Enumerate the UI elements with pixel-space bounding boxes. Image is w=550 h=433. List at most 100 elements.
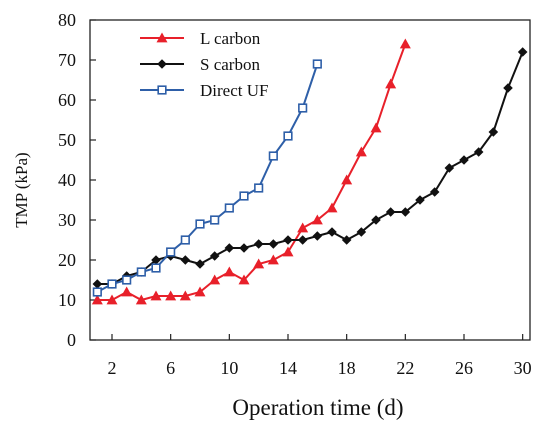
data-point-l-carbon: [399, 38, 411, 49]
data-point-l-carbon: [311, 214, 323, 225]
y-tick-label: 70: [58, 50, 76, 70]
y-tick-label: 20: [58, 250, 76, 270]
data-point-direct-uf: [136, 267, 146, 277]
data-point-s-carbon: [209, 251, 220, 261]
legend-item-s-carbon: S carbon: [140, 55, 260, 74]
data-point-l-carbon: [267, 254, 279, 265]
data-point-s-carbon: [341, 235, 352, 245]
data-point-l-carbon: [179, 290, 191, 301]
data-point-s-carbon: [488, 127, 499, 137]
data-point-l-carbon: [91, 294, 103, 305]
data-point-l-carbon: [135, 294, 147, 305]
data-point-s-carbon: [371, 215, 381, 225]
data-point-direct-uf: [210, 215, 220, 225]
legend-label-l-carbon: L carbon: [200, 29, 261, 48]
data-point-l-carbon: [223, 266, 235, 277]
data-point-l-carbon: [341, 174, 353, 185]
data-point-l-carbon: [150, 290, 162, 301]
data-point-s-carbon: [224, 243, 235, 253]
y-axis-ticks: 0 10 20 30 40 50 60 70 80: [58, 10, 96, 350]
data-point-s-carbon: [517, 47, 528, 57]
data-point-s-carbon: [151, 255, 161, 265]
x-axis-label: Operation time (d): [232, 395, 403, 420]
x-tick-label: 2: [108, 358, 117, 378]
data-point-direct-uf: [283, 131, 293, 141]
data-point-s-carbon: [327, 227, 337, 237]
y-tick-label: 0: [67, 330, 76, 350]
data-point-l-carbon: [297, 222, 309, 233]
data-point-s-carbon: [385, 207, 396, 217]
data-point-direct-uf: [254, 183, 264, 193]
series-s-carbon: [92, 47, 528, 289]
data-point-s-carbon: [312, 231, 323, 241]
data-point-l-carbon: [106, 294, 118, 305]
y-tick-label: 40: [58, 170, 76, 190]
y-tick-label: 60: [58, 90, 76, 110]
data-point-s-carbon: [92, 279, 103, 289]
data-point-s-carbon: [473, 147, 484, 157]
data-point-l-carbon: [326, 202, 338, 213]
data-point-s-carbon: [297, 235, 308, 245]
data-point-direct-uf: [92, 287, 102, 297]
data-point-l-carbon: [121, 286, 133, 297]
data-point-l-carbon: [165, 290, 177, 301]
data-point-direct-uf: [195, 219, 205, 229]
series-direct-uf: [92, 59, 322, 297]
y-tick-label: 10: [58, 290, 76, 310]
data-point-s-carbon: [253, 239, 264, 249]
data-point-l-carbon: [282, 246, 294, 257]
legend-label-direct-uf: Direct UF: [200, 81, 268, 100]
data-point-direct-uf: [151, 263, 161, 273]
data-point-s-carbon: [268, 239, 279, 249]
series-layer: [91, 38, 528, 305]
x-tick-label: 30: [514, 358, 532, 378]
series-line-l-carbon: [97, 43, 407, 302]
data-point-s-carbon: [239, 243, 249, 253]
legend-marker-direct-uf: [157, 85, 167, 95]
data-point-direct-uf: [180, 235, 190, 245]
data-point-direct-uf: [122, 275, 132, 285]
data-point-l-carbon: [209, 274, 221, 285]
data-point-l-carbon: [355, 146, 367, 157]
x-tick-label: 10: [220, 358, 238, 378]
y-tick-label: 30: [58, 210, 76, 230]
data-point-s-carbon: [503, 83, 513, 93]
x-tick-label: 6: [166, 358, 175, 378]
data-point-s-carbon: [180, 255, 191, 265]
data-point-s-carbon: [415, 195, 425, 205]
data-point-l-carbon: [253, 258, 265, 269]
data-point-s-carbon: [400, 207, 411, 217]
series-line-direct-uf: [96, 63, 319, 293]
data-point-l-carbon: [385, 78, 397, 89]
x-tick-label: 26: [455, 358, 473, 378]
data-point-l-carbon: [238, 274, 250, 285]
legend: L carbon S carbon Direct UF: [140, 29, 268, 100]
legend-item-direct-uf: Direct UF: [140, 81, 268, 100]
x-tick-label: 14: [279, 358, 297, 378]
series-l-carbon: [91, 38, 411, 305]
data-point-s-carbon: [459, 155, 469, 165]
data-point-direct-uf: [298, 103, 308, 113]
data-point-direct-uf: [224, 203, 234, 213]
x-axis-ticks: 2 6 10 14 18 22 26 30: [108, 334, 532, 378]
x-tick-label: 22: [396, 358, 414, 378]
y-tick-label: 50: [58, 130, 76, 150]
data-point-l-carbon: [370, 122, 382, 133]
data-point-s-carbon: [429, 187, 440, 197]
data-point-direct-uf: [312, 59, 322, 69]
legend-item-l-carbon: L carbon: [140, 29, 261, 48]
data-point-direct-uf: [166, 247, 176, 257]
legend-marker-l-carbon: [156, 32, 168, 43]
data-point-direct-uf: [268, 151, 278, 161]
x-tick-label: 18: [338, 358, 356, 378]
data-point-s-carbon: [195, 259, 205, 269]
legend-marker-s-carbon: [157, 59, 167, 69]
data-point-direct-uf: [239, 191, 249, 201]
data-point-l-carbon: [194, 286, 206, 297]
data-point-s-carbon: [444, 163, 455, 173]
y-tick-label: 80: [58, 10, 76, 30]
data-point-direct-uf: [107, 279, 117, 289]
legend-label-s-carbon: S carbon: [200, 55, 260, 74]
data-point-s-carbon: [356, 227, 367, 237]
